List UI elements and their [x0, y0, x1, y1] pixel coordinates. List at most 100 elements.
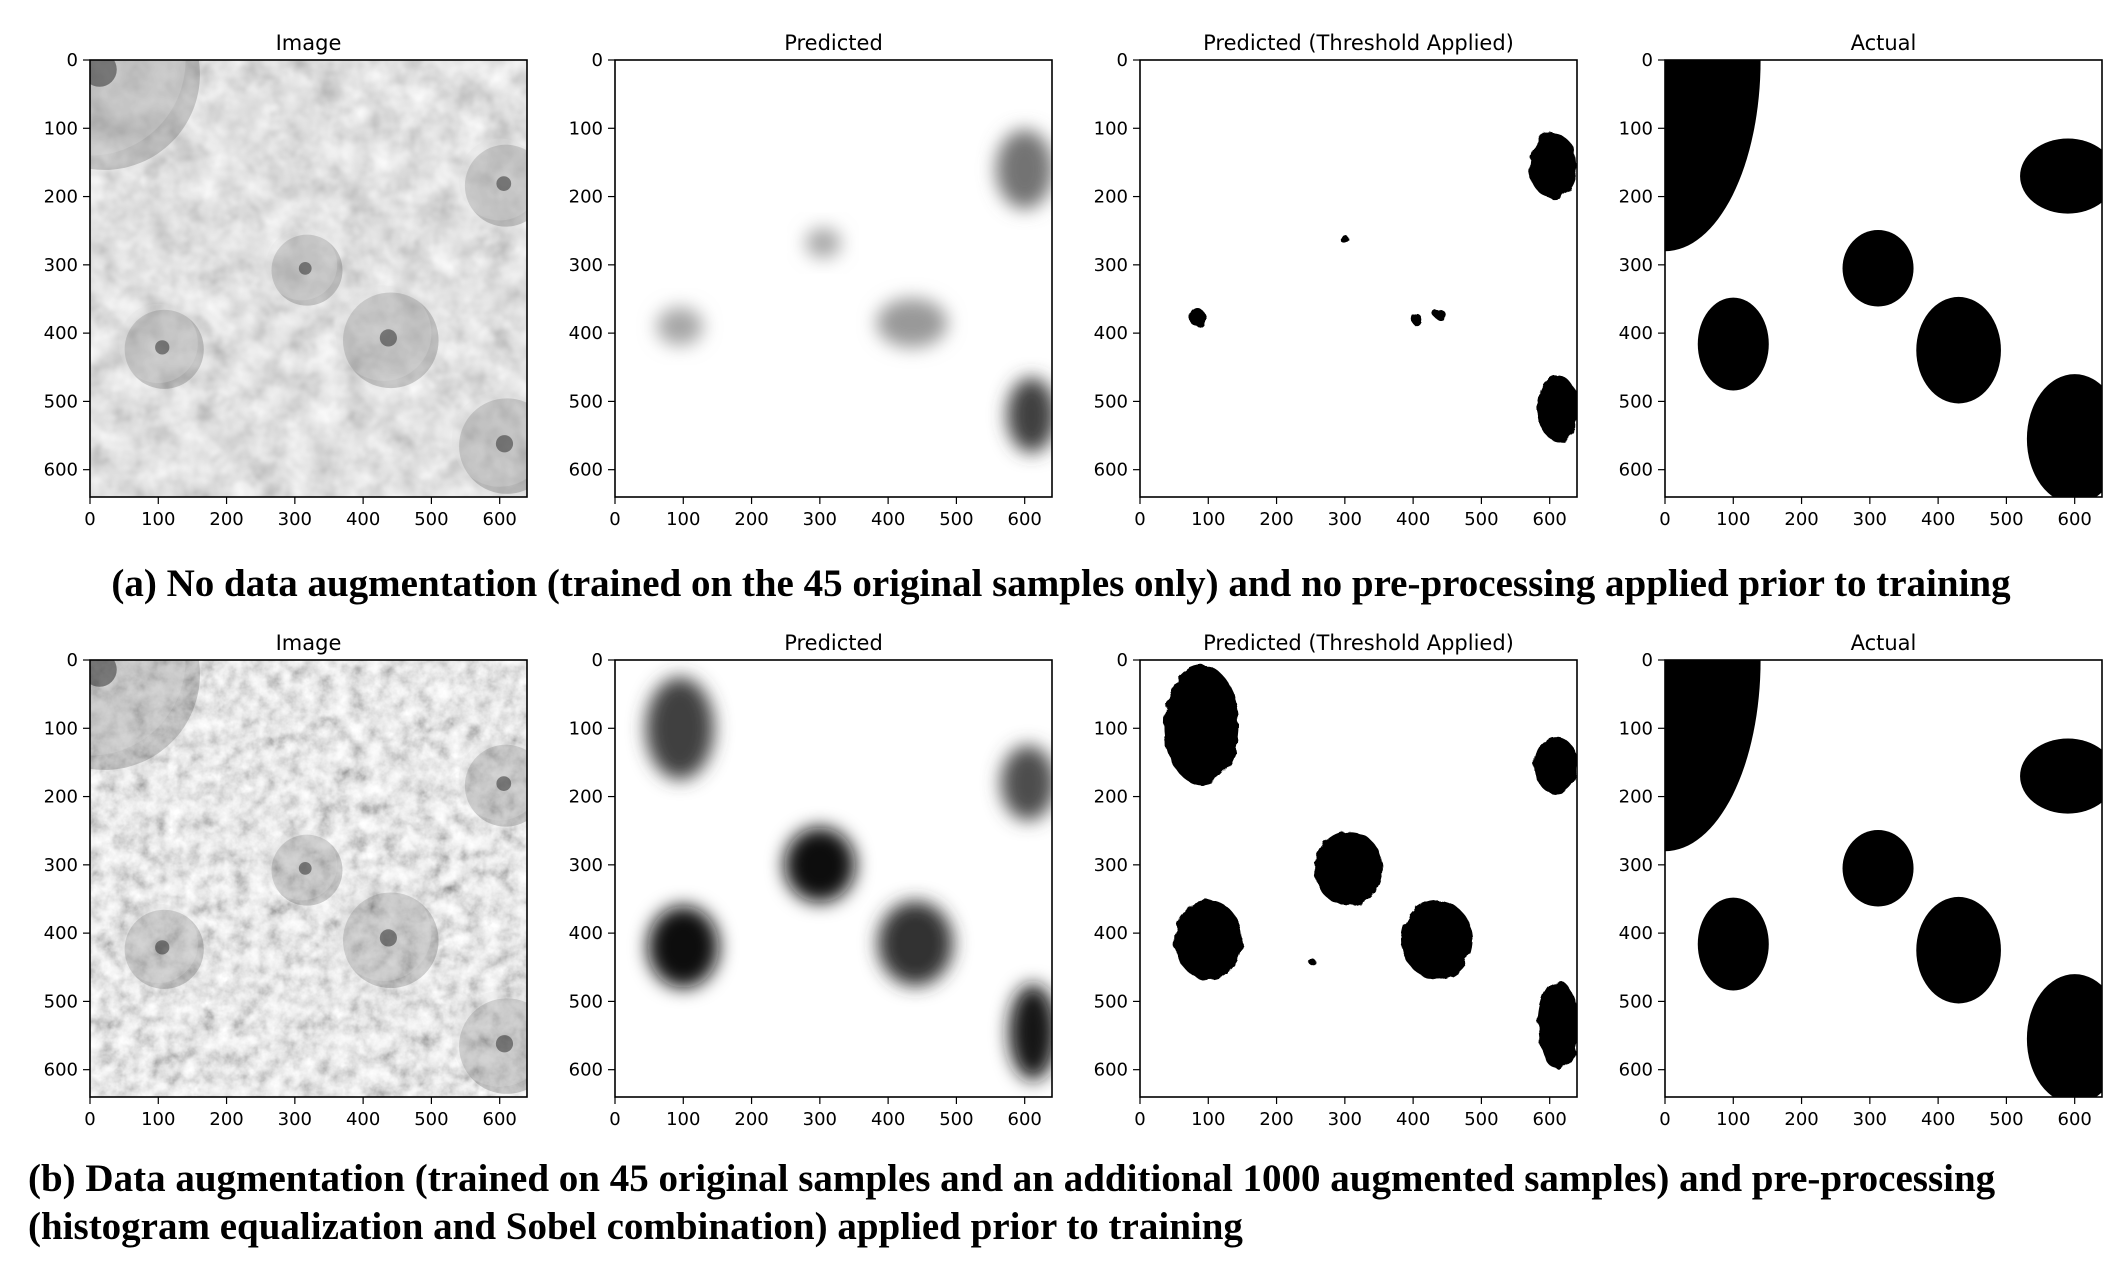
crater-rim	[90, 660, 186, 756]
mask-region	[2020, 138, 2102, 214]
x-tick-label: 600	[483, 509, 517, 530]
x-tick-label: 200	[1259, 509, 1293, 530]
y-tick-label: 400	[1094, 923, 1128, 944]
x-tick-label: 600	[1533, 509, 1567, 530]
crater-pit	[90, 660, 117, 687]
y-tick-label: 300	[569, 855, 603, 876]
y-tick-label: 200	[569, 787, 603, 808]
x-tick-label: 300	[1853, 1109, 1887, 1130]
panel-b-1: Image 0 0 100 100 200 200 300 300 400 400 500 500 600…	[44, 631, 528, 1130]
x-tick-label: 600	[2058, 509, 2092, 530]
y-tick-label: 500	[1619, 391, 1653, 412]
mask-region	[1665, 660, 1761, 852]
y-tick-label: 400	[1619, 923, 1653, 944]
axes-frame	[1139, 659, 1578, 1098]
mask-region	[1534, 737, 1577, 795]
x-tick-label: 500	[414, 1109, 448, 1130]
x-tick-label: 0	[84, 509, 95, 530]
panel-title: Predicted	[784, 31, 883, 55]
y-tick-label: 300	[1619, 855, 1653, 876]
prediction-blob	[784, 827, 856, 903]
x-tick-label: 200	[209, 1109, 243, 1130]
y-tick-label: 500	[569, 391, 603, 412]
prediction-blob	[876, 298, 948, 348]
prediction-blob	[647, 905, 719, 988]
y-tick-label: 400	[569, 323, 603, 344]
axes-frame	[614, 59, 1053, 498]
x-tick-label: 400	[1921, 1109, 1955, 1130]
axes-frame	[89, 659, 528, 1098]
x-tick-label: 500	[1464, 1109, 1498, 1130]
x-tick-label: 100	[666, 1109, 700, 1130]
y-tick-label: 200	[569, 187, 603, 208]
prediction-blob	[996, 129, 1052, 209]
prediction-blob	[1006, 377, 1052, 453]
crater-shadow	[464, 144, 527, 227]
crater-shadow	[90, 660, 200, 770]
x-tick-label: 400	[346, 1109, 380, 1130]
x-tick-label: 400	[871, 1109, 905, 1130]
prediction-blob	[656, 307, 704, 346]
x-tick-label: 300	[278, 509, 312, 530]
panel-a-2: Predicted 0 0 100 100 200 200 300 300 400 400 500 50…	[569, 31, 1053, 530]
prediction-blob	[805, 227, 842, 259]
x-tick-label: 300	[1853, 509, 1887, 530]
x-tick-label: 300	[1328, 509, 1362, 530]
axes-frame	[1664, 59, 2103, 498]
y-tick-label: 100	[1094, 718, 1128, 739]
crater-pit	[90, 60, 117, 87]
x-tick-label: 200	[734, 509, 768, 530]
y-tick-label: 100	[44, 118, 78, 139]
y-tick-label: 0	[592, 650, 603, 671]
x-tick-label: 200	[1259, 1109, 1293, 1130]
crater-pit	[495, 435, 514, 453]
y-tick-label: 400	[44, 323, 78, 344]
mask-region	[1916, 296, 2001, 404]
y-tick-label: 600	[1619, 460, 1653, 481]
mask-region	[1665, 60, 1761, 252]
y-tick-label: 600	[569, 460, 603, 481]
y-tick-label: 500	[569, 991, 603, 1012]
y-tick-label: 0	[1117, 50, 1128, 71]
x-tick-label: 0	[1134, 1109, 1145, 1130]
mask-region	[1401, 900, 1473, 980]
y-tick-label: 0	[67, 650, 78, 671]
panel-b-2: Predicted 0 0 100 100 200 200 300 300 400 400 500 50…	[569, 631, 1053, 1130]
x-tick-label: 200	[1784, 1109, 1818, 1130]
mask-region	[1174, 900, 1243, 980]
axes-frame	[89, 59, 528, 498]
x-tick-label: 200	[734, 1109, 768, 1130]
axes-frame	[1664, 659, 2103, 1098]
x-tick-label: 300	[803, 509, 837, 530]
crater-pit	[379, 329, 397, 347]
crater-shadow	[464, 744, 527, 827]
y-tick-label: 100	[569, 718, 603, 739]
mask-region	[2020, 738, 2102, 814]
x-tick-label: 0	[609, 1109, 620, 1130]
y-tick-label: 200	[1619, 787, 1653, 808]
y-tick-label: 300	[1094, 255, 1128, 276]
panel-title: Image	[276, 631, 342, 655]
y-tick-label: 600	[1094, 460, 1128, 481]
y-tick-label: 200	[1619, 187, 1653, 208]
crater-pit	[155, 940, 170, 955]
y-tick-label: 0	[592, 50, 603, 71]
prediction-blob	[645, 677, 715, 780]
mask-region	[1537, 375, 1577, 441]
y-tick-label: 100	[1094, 118, 1128, 139]
crater-rim	[458, 138, 527, 221]
x-tick-label: 100	[666, 509, 700, 530]
crater-pit	[298, 862, 312, 875]
prediction-blob	[1008, 984, 1052, 1080]
mask-region	[1916, 896, 2001, 1004]
x-tick-label: 500	[414, 509, 448, 530]
x-tick-label: 600	[483, 1109, 517, 1130]
y-tick-label: 100	[44, 718, 78, 739]
y-tick-label: 200	[44, 187, 78, 208]
y-tick-label: 500	[1094, 391, 1128, 412]
panel-title: Predicted (Threshold Applied)	[1203, 631, 1514, 655]
crater-pit	[496, 176, 512, 191]
x-tick-label: 600	[1008, 509, 1042, 530]
x-tick-label: 500	[1989, 509, 2023, 530]
panel-title: Actual	[1851, 31, 1917, 55]
